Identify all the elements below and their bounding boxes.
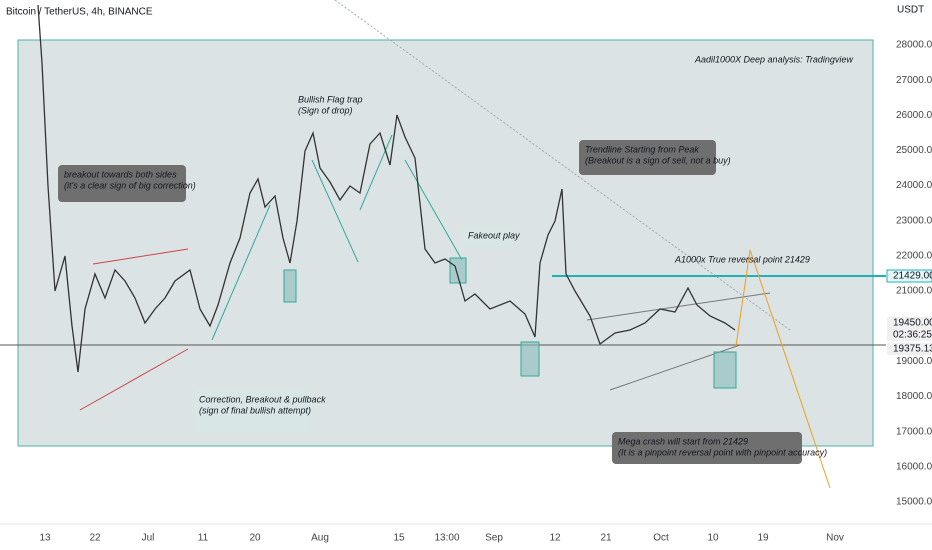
annotation-text: Correction, Breakout & pullback — [199, 394, 326, 404]
highlight-box — [713, 351, 737, 389]
price-label: 15000.00 — [896, 497, 932, 508]
time-label: Aug — [311, 533, 329, 544]
price-label: 17000.00 — [896, 426, 932, 437]
annotation-bubble — [58, 165, 186, 202]
price-label: 18000.00 — [896, 391, 932, 402]
price-tag-label: 02:36:25 — [893, 330, 932, 341]
time-label: 13 — [39, 533, 51, 544]
time-label: 22 — [89, 533, 101, 544]
time-label: Jul — [142, 533, 155, 544]
annotation-text: A1000x True reversal point 21429 — [674, 254, 810, 264]
price-tag — [887, 343, 932, 355]
price-label: 27000.00 — [896, 75, 932, 86]
price-label: 23000.00 — [896, 215, 932, 226]
support-line — [79, 348, 189, 411]
annotation-text: Aadil1000X Deep analysis: Tradingview — [694, 54, 853, 64]
time-label: 12 — [549, 533, 561, 544]
annotation-text: (Breakout is a sign of sell, not a buy) — [585, 155, 731, 165]
time-label: 13:00 — [434, 533, 459, 544]
annotation-bubble — [612, 432, 802, 464]
annotation-text: (sign of final bullish attempt) — [199, 405, 311, 415]
time-label: Oct — [653, 533, 669, 544]
annotation-text: (It is a pinpoint reversal point with pi… — [618, 447, 827, 457]
highlight-box — [449, 257, 467, 284]
price-label: 19000.00 — [896, 356, 932, 367]
price-tag-label: 19375.13 — [893, 344, 932, 355]
price-tag — [887, 329, 932, 341]
annotation-text: Mega crash will start from 21429 — [618, 436, 748, 446]
price-label: 21000.00 — [896, 286, 932, 297]
price-axis — [886, 0, 932, 524]
annotation-text: (it's a clear sign of big correction) — [64, 180, 196, 190]
time-label: 20 — [249, 533, 261, 544]
price-label: 25000.00 — [896, 145, 932, 156]
price-label: 26000.00 — [896, 110, 932, 121]
time-label: 10 — [707, 533, 719, 544]
time-label: 19 — [757, 533, 769, 544]
channel-line — [404, 159, 463, 261]
price-label: 28000.00 — [896, 40, 932, 51]
price-tag — [887, 317, 932, 329]
currency: USDT — [897, 5, 924, 16]
time-label: 21 — [600, 533, 612, 544]
price-label: 22000.00 — [896, 251, 932, 262]
time-label: Nov — [826, 533, 844, 544]
resistance-line — [92, 248, 189, 265]
time-label: Sep — [485, 533, 503, 544]
channel-line — [211, 204, 271, 341]
flag-line — [359, 134, 393, 211]
flag-line — [311, 159, 359, 263]
symbol-title: Bitcoin / TetherUS, 4h, BINANCE — [6, 7, 153, 18]
annotation-bubble — [462, 226, 514, 246]
price-tag — [886, 269, 932, 283]
annotation-text: breakout towards both sides — [64, 169, 177, 179]
annotation-text: Trendline Starting from Peak — [585, 144, 699, 154]
price-tag-label: 21429.00 — [893, 271, 932, 282]
price-series — [37, 4, 736, 373]
annotation-bubble — [579, 140, 716, 175]
annotation-bubble — [193, 390, 311, 432]
annotation-text: Bullish Flag trap — [298, 94, 363, 104]
highlight-box — [283, 269, 297, 303]
highlight-box — [520, 341, 540, 377]
annotation-text: Fakeout play — [468, 230, 520, 240]
projection — [749, 249, 831, 489]
annotation-text: (Sign of drop) — [298, 105, 353, 115]
price-label: 16000.00 — [896, 461, 932, 472]
time-label: 11 — [198, 533, 209, 544]
price-label: 24000.00 — [896, 180, 932, 191]
price-tag-label: 19450.00 — [893, 318, 932, 329]
time-label: 15 — [393, 533, 405, 544]
range-box — [17, 39, 874, 447]
projection — [735, 249, 751, 347]
